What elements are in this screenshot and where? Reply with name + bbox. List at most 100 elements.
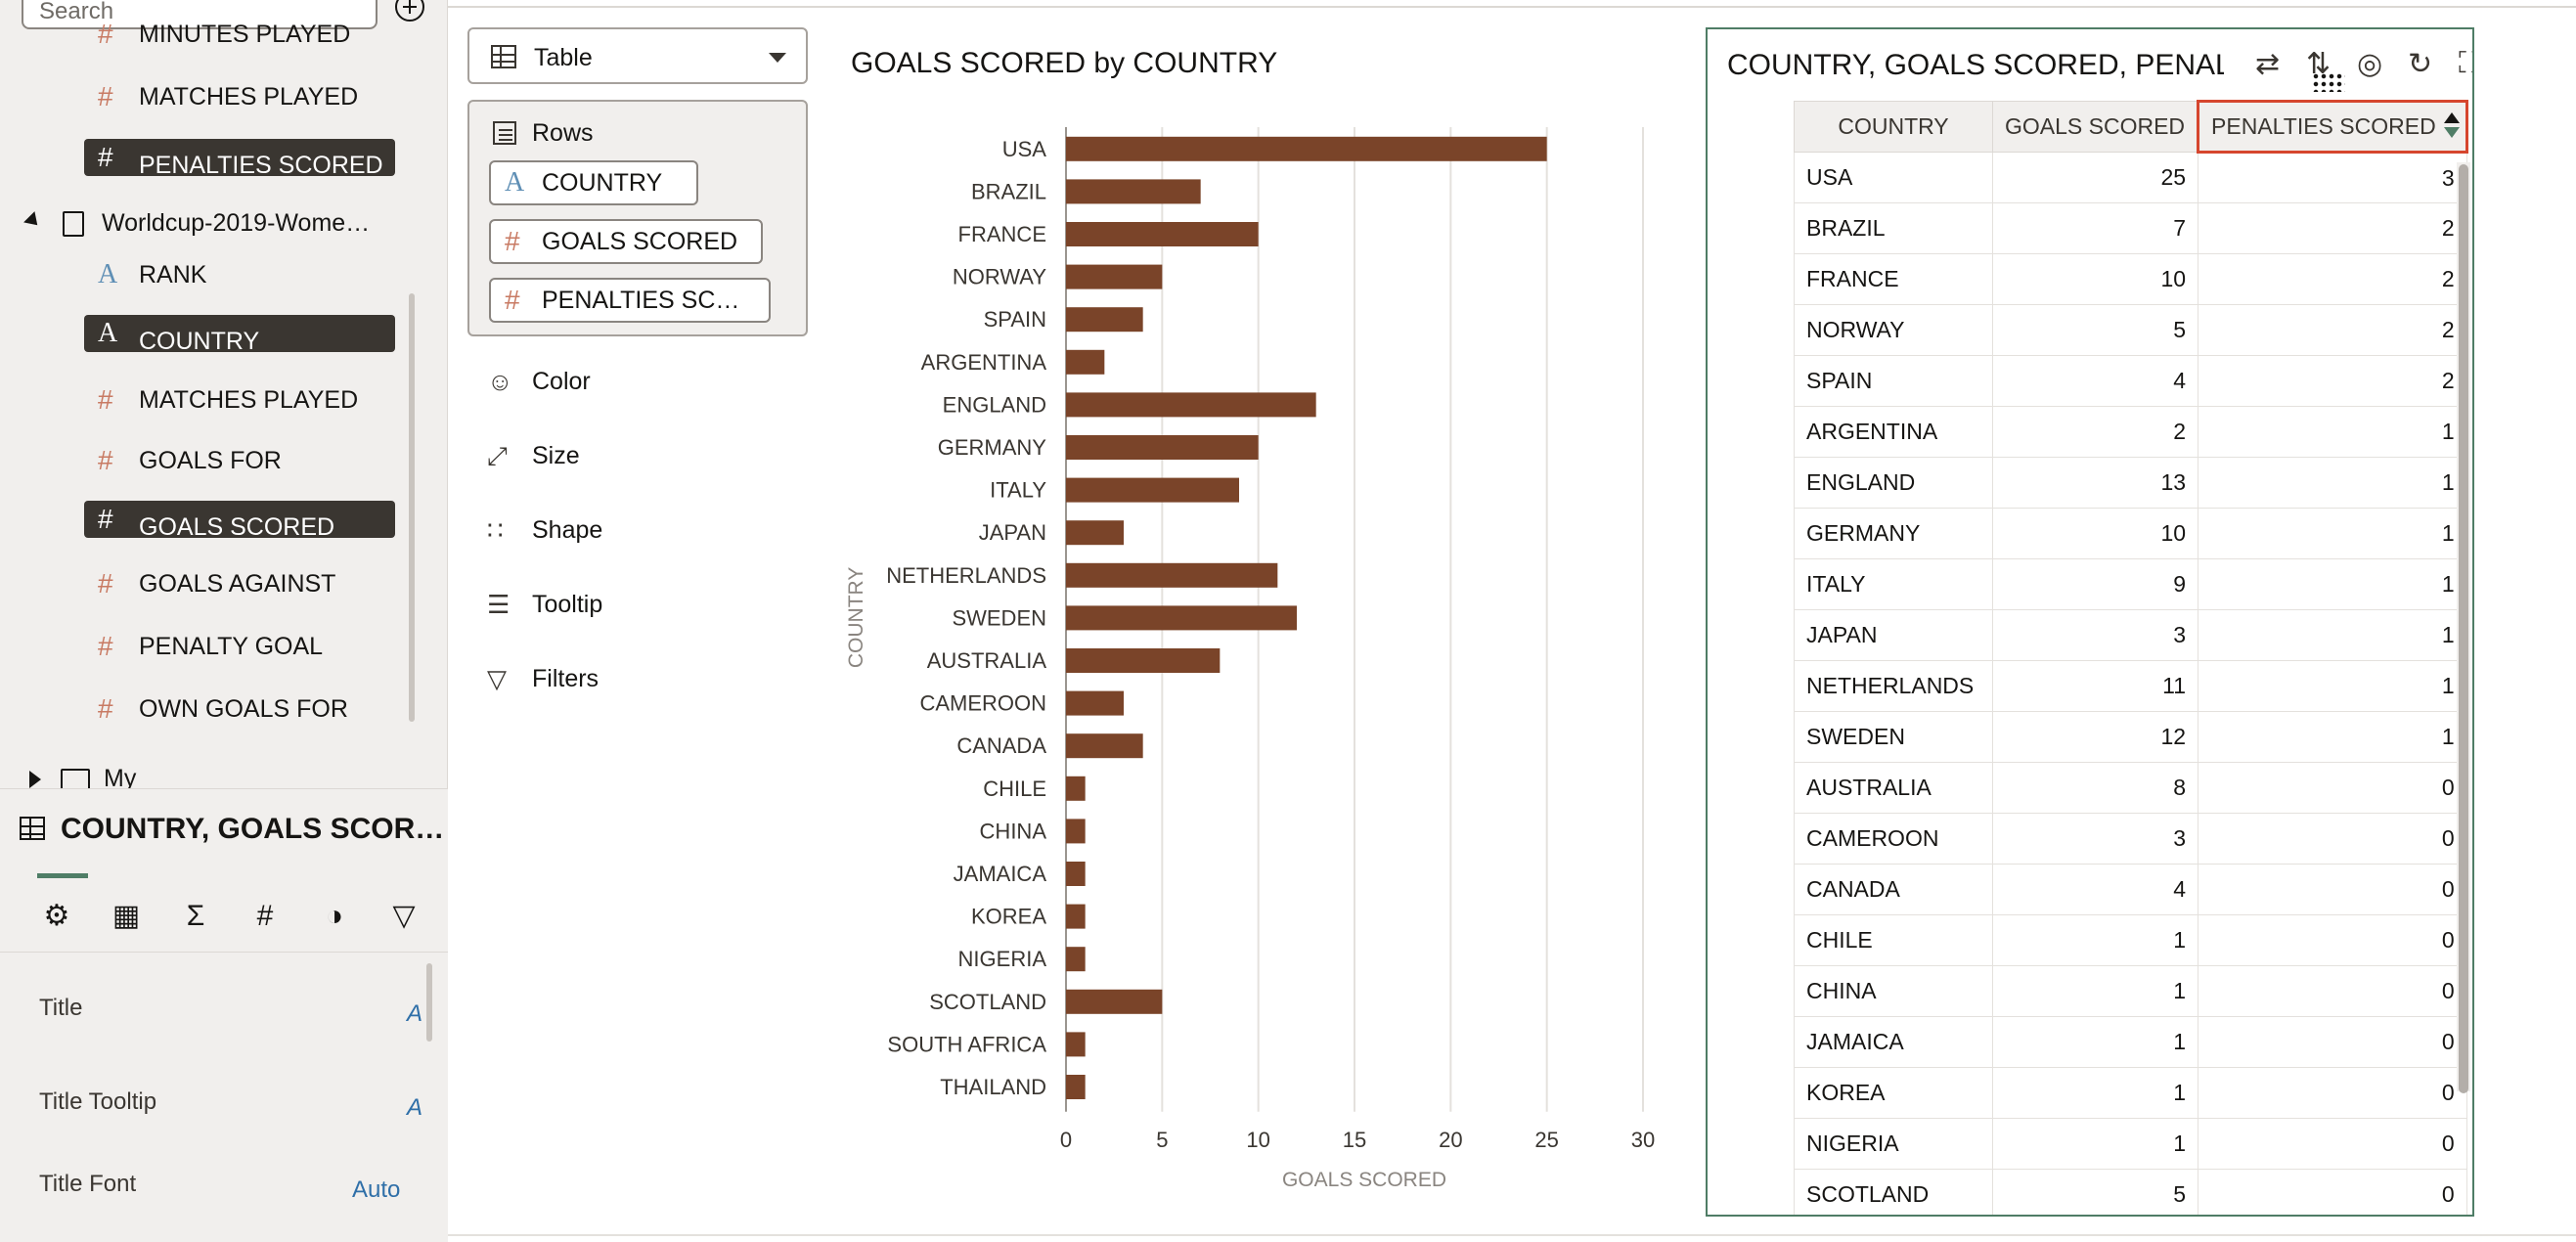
bar-cameroon[interactable] bbox=[1066, 690, 1124, 716]
table-row[interactable]: FRANCE 10 2 bbox=[1794, 253, 2467, 305]
tree-item-minutes-played[interactable]: # MINUTES PLAYED bbox=[84, 16, 395, 53]
bar-france[interactable] bbox=[1066, 222, 1259, 246]
table-row[interactable]: JAPAN 3 1 bbox=[1794, 609, 2467, 661]
bar-jamaica[interactable] bbox=[1066, 862, 1086, 886]
tree-item-goals-against[interactable]: # GOALS AGAINST bbox=[84, 565, 395, 602]
table-row[interactable]: GERMANY 10 1 bbox=[1794, 508, 2467, 559]
table-row[interactable]: CHINA 1 0 bbox=[1794, 965, 2467, 1017]
table-row[interactable]: ENGLAND 13 1 bbox=[1794, 457, 2467, 509]
table-row[interactable]: CANADA 4 0 bbox=[1794, 864, 2467, 915]
palette-icon: ☺ bbox=[487, 367, 513, 396]
bar-korea[interactable] bbox=[1066, 904, 1086, 929]
swap-icon[interactable]: ⇄ bbox=[2255, 48, 2281, 80]
bar-scotland[interactable] bbox=[1066, 989, 1163, 1014]
bar-chile[interactable] bbox=[1066, 776, 1086, 801]
measure-icon: # bbox=[505, 226, 520, 256]
table-row[interactable]: KOREA 1 0 bbox=[1794, 1067, 2467, 1119]
bar-italy[interactable] bbox=[1066, 477, 1239, 503]
table-row[interactable]: SCOTLAND 5 0 bbox=[1794, 1169, 2467, 1215]
table-cell: SCOTLAND bbox=[1794, 1169, 1993, 1215]
table-row[interactable]: JAMAICA 1 0 bbox=[1794, 1016, 2467, 1068]
add-data-icon[interactable] bbox=[395, 0, 424, 22]
x-tick-label: 25 bbox=[1534, 1128, 1558, 1152]
property-label-title-tooltip: Title Tooltip bbox=[39, 1088, 157, 1115]
table-row[interactable]: NETHERLANDS 11 1 bbox=[1794, 660, 2467, 712]
maximize-icon[interactable]: ⛶ bbox=[2459, 47, 2472, 80]
bar-spain[interactable] bbox=[1066, 307, 1143, 333]
property-value-title-tooltip[interactable]: A bbox=[407, 1094, 423, 1121]
sort-arrows-icon[interactable] bbox=[2443, 112, 2460, 140]
measure-icon: # bbox=[98, 693, 113, 724]
data-panel: Search # MINUTES PLAYED # MATCHES PLAYED # PE… bbox=[0, 0, 448, 1242]
drag-handle-icon[interactable] bbox=[2312, 72, 2345, 92]
row-pill-goals-scored[interactable]: # GOALS SCORED bbox=[489, 219, 763, 264]
table-cell: 2 bbox=[2198, 304, 2467, 356]
bar-nigeria[interactable] bbox=[1066, 947, 1086, 972]
bar-argentina[interactable] bbox=[1066, 349, 1105, 375]
table-row[interactable]: NORWAY 5 2 bbox=[1794, 304, 2467, 356]
tree-item-own-goals-for[interactable]: # OWN GOALS FOR bbox=[84, 690, 395, 728]
table-row[interactable]: ITALY 9 1 bbox=[1794, 558, 2467, 610]
tree-scrollbar[interactable] bbox=[409, 293, 415, 722]
tree-item-penalty-goal[interactable]: # PENALTY GOAL bbox=[84, 628, 395, 665]
bar-sweden[interactable] bbox=[1066, 605, 1297, 631]
row-pill-country[interactable]: A COUNTRY bbox=[489, 160, 698, 205]
tree-item-rank[interactable]: A RANK bbox=[84, 256, 395, 293]
tree-item-goals-for[interactable]: # GOALS FOR bbox=[84, 442, 395, 479]
bar-south-africa[interactable] bbox=[1066, 1032, 1086, 1057]
fingerprint-icon[interactable]: ◎ bbox=[2357, 48, 2383, 80]
table-row[interactable]: AUSTRALIA 8 0 bbox=[1794, 762, 2467, 814]
table-cell: 0 bbox=[2198, 914, 2467, 966]
table-visualization[interactable]: COUNTRY, GOALS SCORED, PENALTIES SCORED … bbox=[1706, 27, 2474, 1217]
bar-chart[interactable]: 0 5 10 15 20 25 30 USA BRAZIL FRANCE NORWAY SPAIN AR… bbox=[841, 98, 1663, 1213]
y-tick-label: BRAZIL bbox=[971, 179, 1046, 203]
tree-item-matches-played[interactable]: # MATCHES PLAYED bbox=[84, 78, 395, 115]
collapse-caret-icon[interactable] bbox=[23, 211, 43, 231]
table-row[interactable]: BRAZIL 7 2 bbox=[1794, 202, 2467, 254]
tree-item-matches-played[interactable]: # MATCHES PLAYED bbox=[84, 381, 395, 419]
column-header-goals-scored[interactable]: GOALS SCORED bbox=[1991, 101, 2199, 153]
table-cell: 25 bbox=[1991, 152, 2199, 203]
search-input[interactable]: Search bbox=[22, 0, 378, 29]
bar-china[interactable] bbox=[1066, 819, 1086, 844]
bar-brazil[interactable] bbox=[1066, 179, 1201, 204]
property-value-title[interactable]: A bbox=[407, 1000, 423, 1027]
column-header-country[interactable]: COUNTRY bbox=[1794, 101, 1993, 153]
bar-thailand[interactable] bbox=[1066, 1075, 1086, 1099]
dataset-node[interactable]: Worldcup-2019-Wome… bbox=[23, 203, 436, 243]
table-row[interactable]: SWEDEN 12 1 bbox=[1794, 711, 2467, 763]
table-scrollbar[interactable] bbox=[2459, 164, 2468, 1093]
expand-caret-icon[interactable] bbox=[29, 771, 41, 788]
column-header-penalties-scored[interactable]: PENALTIES SCORED bbox=[2197, 100, 2468, 154]
table-row[interactable]: SPAIN 4 2 bbox=[1794, 355, 2467, 407]
bar-germany[interactable] bbox=[1066, 435, 1259, 460]
tree-item-penalties-scored[interactable]: # PENALTIES SCORED bbox=[84, 139, 395, 176]
table-icon[interactable]: ▦ bbox=[111, 900, 141, 932]
property-value-title-font[interactable]: Auto bbox=[352, 1176, 401, 1203]
properties-scrollbar[interactable] bbox=[426, 963, 432, 1042]
table-row[interactable]: ARGENTINA 2 1 bbox=[1794, 406, 2467, 458]
rows-drop-zone[interactable]: Rows A COUNTRY # GOALS SCORED # PENALTIES SC… bbox=[467, 100, 808, 336]
tree-item-goals-scored[interactable]: # GOALS SCORED bbox=[84, 501, 395, 538]
tree-item-country[interactable]: A COUNTRY bbox=[84, 315, 395, 352]
row-pill-penalties-sc[interactable]: # PENALTIES SC… bbox=[489, 278, 771, 323]
bar-japan[interactable] bbox=[1066, 520, 1124, 546]
bar-usa[interactable] bbox=[1066, 136, 1547, 161]
refresh-icon[interactable]: ↻ bbox=[2408, 48, 2433, 80]
sigma-icon[interactable]: Σ bbox=[186, 900, 205, 932]
table-row[interactable]: CHILE 1 0 bbox=[1794, 914, 2467, 966]
viz-type-select[interactable]: Table bbox=[467, 27, 808, 84]
table-row[interactable]: NIGERIA 1 0 bbox=[1794, 1118, 2467, 1170]
hash-icon[interactable]: # bbox=[256, 900, 274, 932]
bar-england[interactable] bbox=[1066, 392, 1316, 418]
filter-icon[interactable]: ▽ bbox=[392, 900, 416, 932]
measure-icon: # bbox=[98, 384, 113, 415]
general-icon[interactable]: ⚙ bbox=[43, 900, 70, 932]
bar-australia[interactable] bbox=[1066, 648, 1221, 673]
bar-netherlands[interactable] bbox=[1066, 562, 1278, 588]
table-row[interactable]: CAMEROON 3 0 bbox=[1794, 813, 2467, 865]
circles-icon[interactable]: ◑ bbox=[325, 900, 344, 932]
bar-canada[interactable] bbox=[1066, 733, 1143, 759]
table-row[interactable]: USA 25 3 bbox=[1794, 152, 2467, 203]
bar-norway[interactable] bbox=[1066, 264, 1163, 289]
